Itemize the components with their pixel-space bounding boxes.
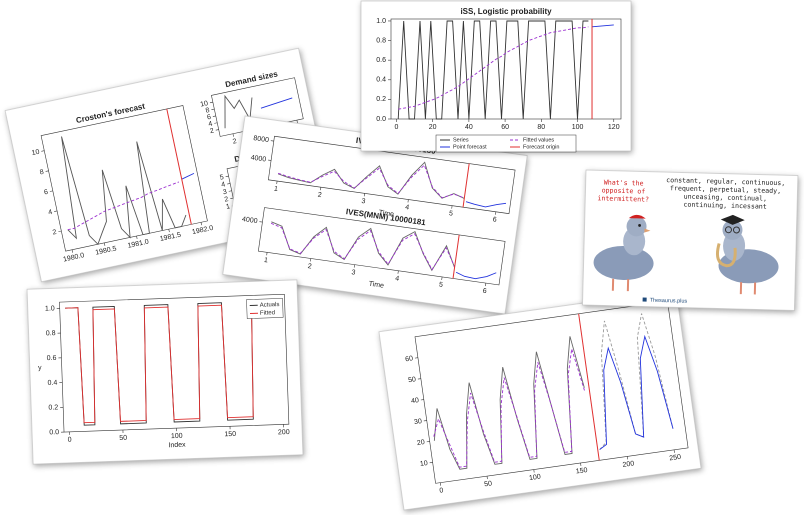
- y-tick-label: 0.6: [47, 355, 57, 362]
- y-tick-label: 0.2: [48, 404, 58, 411]
- y-tick-label: 40: [411, 397, 420, 405]
- legend-label: Point forecast: [453, 144, 487, 150]
- x-tick-label: 80: [537, 124, 545, 131]
- y-tick-label: 30: [414, 418, 423, 426]
- y-tick-label: 0.8: [46, 330, 56, 337]
- y-tick-label: 20: [417, 439, 426, 447]
- x-tick-label: 50: [484, 480, 493, 488]
- y-tick-label: 50: [408, 376, 417, 384]
- x-axis-label: Index: [168, 442, 186, 450]
- chart-panel: iSS, Logistic probability 0 20 40 60 80 100 120…: [361, 1, 631, 152]
- x-tick-label: 0: [394, 124, 398, 131]
- y-tick-label: 0.0: [49, 429, 59, 436]
- y-tick-label: 10: [420, 460, 429, 468]
- y-tick-label: 0.4: [376, 77, 386, 84]
- y-tick-label: 0.6: [376, 57, 386, 64]
- x-tick-label: 0: [68, 437, 72, 444]
- y-tick-label: 1.0: [45, 305, 55, 312]
- y-tick-label: 0.4: [47, 380, 57, 387]
- legend-label: Fitted values: [523, 137, 554, 143]
- x-tick-label: 100: [572, 124, 584, 131]
- x-tick-label: 100: [171, 433, 183, 440]
- credit: Thesaurus.plus: [650, 298, 688, 305]
- legend-label: Forecast origin: [523, 144, 559, 150]
- x-tick-label: 60: [501, 124, 509, 131]
- x-tick-label: 200: [278, 429, 290, 436]
- chart-title: iSS, Logistic probability: [460, 7, 552, 16]
- y-tick-label: 1.0: [376, 18, 386, 25]
- y-tick-label: 0.0: [376, 116, 386, 123]
- question-line: intermittent?: [597, 194, 649, 203]
- y-tick-label: 60: [405, 355, 414, 363]
- y-tick-label: 0.2: [376, 96, 386, 103]
- x-tick-label: 20: [429, 124, 437, 131]
- x-tick-label: 40: [465, 124, 473, 131]
- comic: What's the opposite of intermittent? con…: [582, 170, 797, 311]
- legend-label: Series: [453, 137, 469, 143]
- legend-label: Fitted: [260, 310, 275, 317]
- x-tick-label: 50: [119, 435, 127, 442]
- x-tick-label: 120: [608, 124, 620, 131]
- y-tick-label: 0.8: [376, 37, 386, 44]
- credit-icon: [643, 298, 647, 302]
- x-tick-label: 150: [224, 431, 236, 438]
- legend-label: Actuals: [260, 302, 280, 309]
- collage: Croston's forecast1980.01980.51981.01981…: [0, 0, 804, 515]
